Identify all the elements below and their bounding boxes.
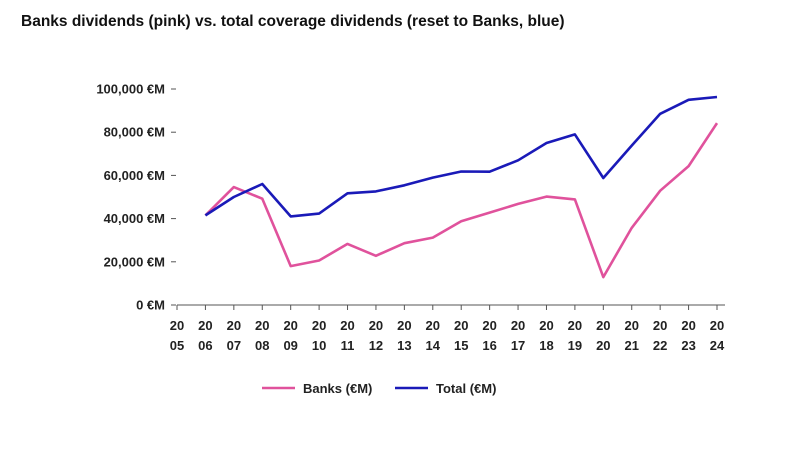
x-tick-label: 13 <box>397 338 411 353</box>
y-tick-label: 60,000 €M <box>104 168 165 183</box>
y-tick-label: 40,000 €M <box>104 211 165 226</box>
series-line-banks <box>204 122 719 279</box>
x-tick-label: 05 <box>170 338 184 353</box>
x-tick-label: 20 <box>369 318 383 333</box>
x-tick-label: 20 <box>596 318 610 333</box>
x-tick-label: 15 <box>454 338 468 353</box>
x-tick-label: 20 <box>681 318 695 333</box>
x-tick-label: 09 <box>283 338 297 353</box>
x-tick-label: 20 <box>312 318 326 333</box>
x-tick-label: 20 <box>340 318 354 333</box>
x-tick-label: 20 <box>255 318 269 333</box>
x-tick-label: 24 <box>710 338 725 353</box>
x-tick-label: 20 <box>397 318 411 333</box>
x-tick-label: 23 <box>681 338 695 353</box>
y-tick-label: 0 €M <box>136 298 165 313</box>
x-tick-label: 20 <box>653 318 667 333</box>
y-tick-label: 100,000 €M <box>96 82 165 97</box>
x-tick-label: 18 <box>539 338 553 353</box>
x-tick-label: 08 <box>255 338 269 353</box>
x-tick-label: 14 <box>426 338 441 353</box>
x-tick-label: 20 <box>283 318 297 333</box>
x-tick-label: 20 <box>170 318 184 333</box>
x-tick-label: 06 <box>198 338 212 353</box>
y-tick-label: 20,000 €M <box>104 254 165 269</box>
x-tick-label: 10 <box>312 338 326 353</box>
y-tick-label: 80,000 €M <box>104 125 165 140</box>
x-tick-label: 21 <box>625 338 639 353</box>
x-tick-label: 20 <box>596 338 610 353</box>
x-tick-label: 20 <box>625 318 639 333</box>
x-tick-label: 19 <box>568 338 582 353</box>
x-tick-label: 20 <box>568 318 582 333</box>
x-tick-label: 20 <box>454 318 468 333</box>
x-tick-label: 20 <box>482 318 496 333</box>
legend-label: Banks (€M) <box>303 381 372 396</box>
x-tick-label: 16 <box>482 338 496 353</box>
x-tick-label: 07 <box>227 338 241 353</box>
x-tick-label: 20 <box>710 318 724 333</box>
x-tick-label: 20 <box>511 318 525 333</box>
x-tick-label: 20 <box>539 318 553 333</box>
x-tick-label: 12 <box>369 338 383 353</box>
x-tick-label: 20 <box>227 318 241 333</box>
x-tick-label: 22 <box>653 338 667 353</box>
legend-label: Total (€M) <box>436 381 496 396</box>
x-tick-label: 11 <box>341 338 355 353</box>
chart-title: Banks dividends (pink) vs. total coverag… <box>21 13 565 30</box>
x-tick-label: 20 <box>198 318 212 333</box>
x-tick-label: 17 <box>511 338 525 353</box>
x-tick-label: 20 <box>426 318 440 333</box>
series-line-total <box>204 95 718 218</box>
